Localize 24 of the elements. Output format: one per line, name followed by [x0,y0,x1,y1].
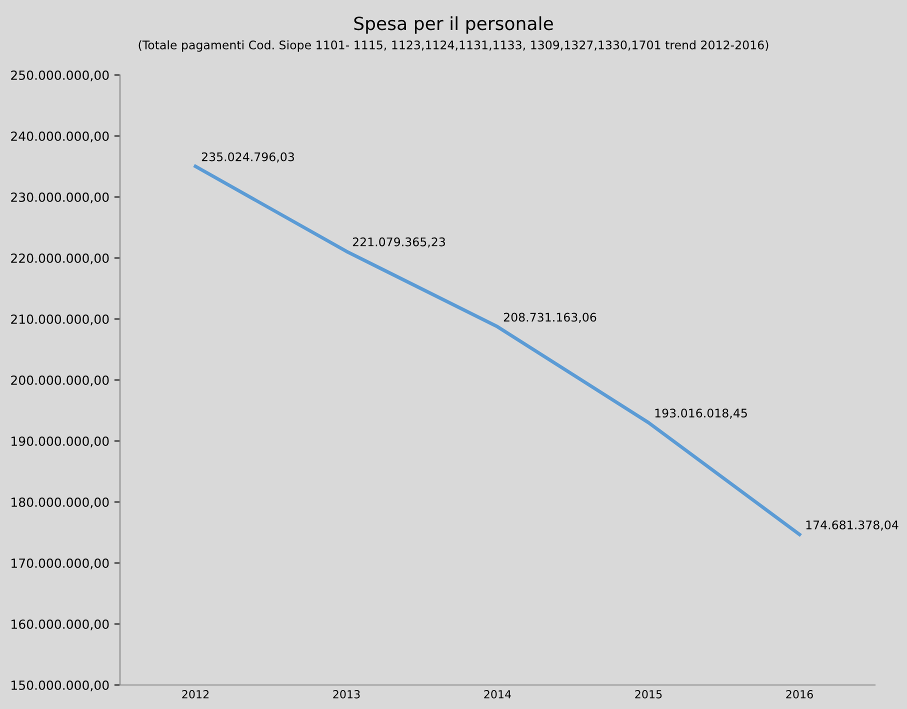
x-tick-label: 2014 [484,690,512,698]
y-tick-label: 210.000.000,00 [11,314,109,326]
x-tick-label: 2015 [635,690,662,698]
y-tick-label: 220.000.000,00 [11,253,109,264]
y-tick-label: 200.000.000,00 [11,375,109,386]
data-label: 193.016.018,45 [655,408,747,419]
data-label: 221.079.365,23 [352,237,445,248]
chart-subtitle: (Totale pagamenti Cod. Siope 1101- 1115, 1123,1124,1131,1133, 1309,1327,1330,1701 trend 2012-2016) [138,40,768,52]
x-tick-label: 2016 [786,690,813,698]
y-tick-label: 250.000.000,00 [11,70,109,82]
y-tick-label: 150.000.000,00 [12,680,109,692]
line-series [194,164,802,536]
y-tick-label: 160.000.000,00 [12,619,109,630]
data-label: 174.681.378,04 [806,520,898,531]
y-tick-label: 180.000.000,00 [12,497,109,508]
x-tick-label: 2013 [333,690,360,698]
y-tick-label: 230.000.000,00 [11,192,109,204]
y-tick-label: 170.000.000,00 [12,558,109,570]
y-tick-label: 240.000.000,00 [11,131,109,142]
chart-title: Spesa per il personale [354,16,553,34]
y-tick-label: 190.000.000,00 [12,436,109,448]
data-label: 235.024.796,03 [202,152,294,162]
data-label: 208.731.163,06 [504,312,596,323]
x-tick-label: 2012 [182,690,209,698]
